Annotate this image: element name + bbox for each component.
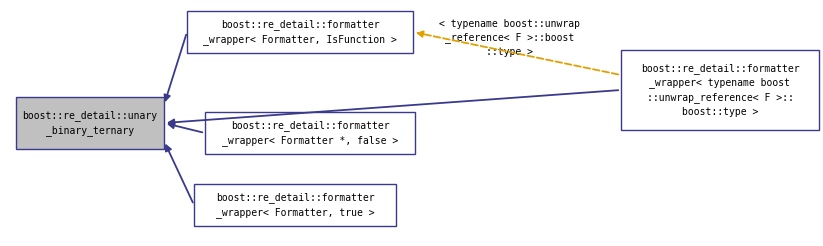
FancyBboxPatch shape [621, 50, 819, 130]
FancyArrowPatch shape [169, 123, 202, 132]
Text: boost::re_detail::formatter
_wrapper< Formatter, true >: boost::re_detail::formatter _wrapper< Fo… [216, 192, 374, 218]
FancyBboxPatch shape [187, 11, 413, 53]
FancyBboxPatch shape [16, 97, 164, 149]
FancyBboxPatch shape [205, 112, 415, 154]
Text: boost::re_detail::formatter
_wrapper< Formatter, IsFunction >: boost::re_detail::formatter _wrapper< Fo… [203, 19, 397, 45]
FancyArrowPatch shape [165, 35, 186, 100]
FancyArrowPatch shape [418, 31, 618, 75]
FancyArrowPatch shape [169, 90, 618, 125]
FancyBboxPatch shape [194, 184, 396, 226]
Text: boost::re_detail::formatter
_wrapper< Formatter *, false >: boost::re_detail::formatter _wrapper< Fo… [222, 120, 398, 146]
FancyArrowPatch shape [166, 145, 193, 202]
Text: boost::re_detail::formatter
_wrapper< typename boost
::unwrap_reference< F >::
b: boost::re_detail::formatter _wrapper< ty… [640, 63, 799, 117]
Text: boost::re_detail::unary
_binary_ternary: boost::re_detail::unary _binary_ternary [22, 110, 157, 136]
Text: < typename boost::unwrap
_reference< F >::boost
::type >: < typename boost::unwrap _reference< F >… [439, 18, 580, 58]
